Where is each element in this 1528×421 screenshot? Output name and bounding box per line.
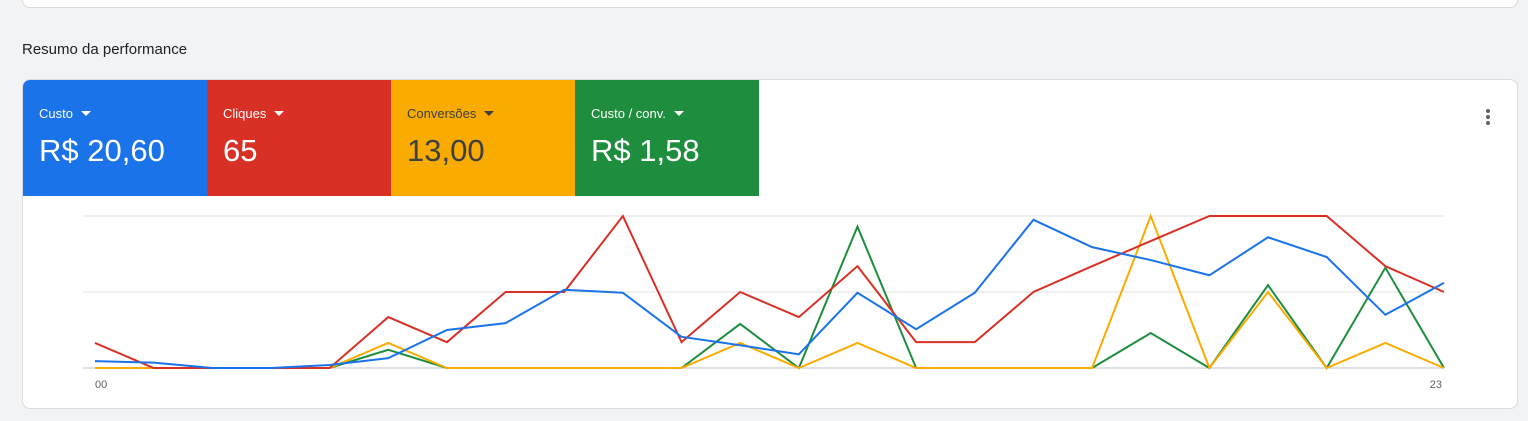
series-line [94,214,1445,369]
metric-tile[interactable]: Custo / conv. R$ 1,58 [575,80,759,196]
metric-label[interactable]: Custo / conv. [591,106,743,121]
metric-tile[interactable]: Conversões 13,00 [391,80,575,196]
series-line [94,218,1445,369]
metric-tile[interactable]: Cliques 65 [207,80,391,196]
x-tick-label: 00 [95,379,107,391]
metric-value: 13,00 [407,133,485,168]
performance-card: Custo R$ 20,60 Cliques 65 Conversões 13,00 Cus… [22,79,1518,409]
series-line [95,224,1445,370]
metric-value: R$ 20,60 [39,133,165,168]
metric-value: R$ 1,58 [591,133,700,168]
metric-tile[interactable]: Custo R$ 20,60 [23,80,207,196]
metric-label[interactable]: Custo [39,106,191,121]
metric-tiles: Custo R$ 20,60 Cliques 65 Conversões 13,00 Cus… [23,80,759,196]
x-tick-label: 23 [1430,379,1442,391]
metric-value: 65 [223,133,258,168]
metric-label[interactable]: Cliques [223,106,375,121]
section-title: Resumo da performance [22,41,188,58]
more-menu[interactable] [1483,108,1493,126]
metric-label[interactable]: Conversões [407,106,559,121]
